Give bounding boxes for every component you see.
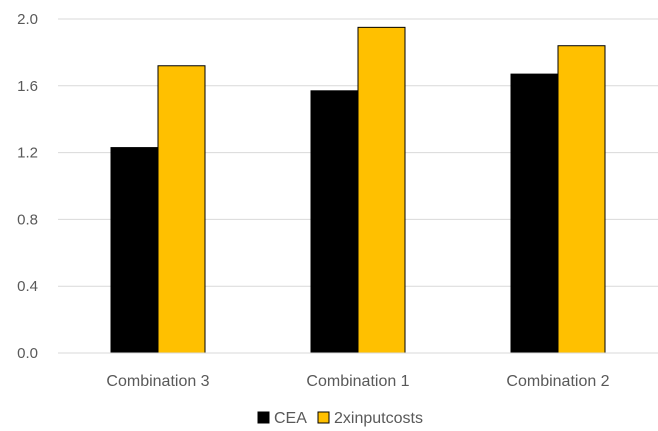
y-tick-label: 0.4 [17, 278, 38, 295]
bar-cea-1 [310, 90, 359, 354]
bar-2xinputcosts-1 [357, 26, 406, 354]
bars [110, 26, 606, 354]
y-tick-label: 1.6 [17, 78, 38, 95]
legend-swatch-cea [257, 411, 270, 424]
y-tick-label: 0.0 [17, 345, 38, 362]
y-tick-label: 2.0 [17, 11, 38, 28]
legend: CEA 2xinputcosts [257, 410, 423, 427]
bar-cea-2 [510, 73, 559, 354]
x-axis: Combination 3 Combination 1 Combination 2 [106, 373, 609, 390]
x-category-label: Combination 2 [506, 373, 609, 390]
x-category-label: Combination 1 [306, 373, 409, 390]
y-tick-label: 1.2 [17, 145, 38, 162]
bar-2xinputcosts-0 [157, 65, 206, 354]
legend-label: 2xinputcosts [334, 410, 423, 427]
bar-cea-0 [110, 147, 159, 354]
y-axis: 0.0 0.4 0.8 1.2 1.6 2.0 [17, 11, 38, 362]
legend-swatch-2xinputcosts [317, 411, 330, 424]
bar-2xinputcosts-2 [557, 45, 606, 354]
legend-label: CEA [274, 410, 307, 427]
x-category-label: Combination 3 [106, 373, 209, 390]
y-tick-label: 0.8 [17, 211, 38, 228]
